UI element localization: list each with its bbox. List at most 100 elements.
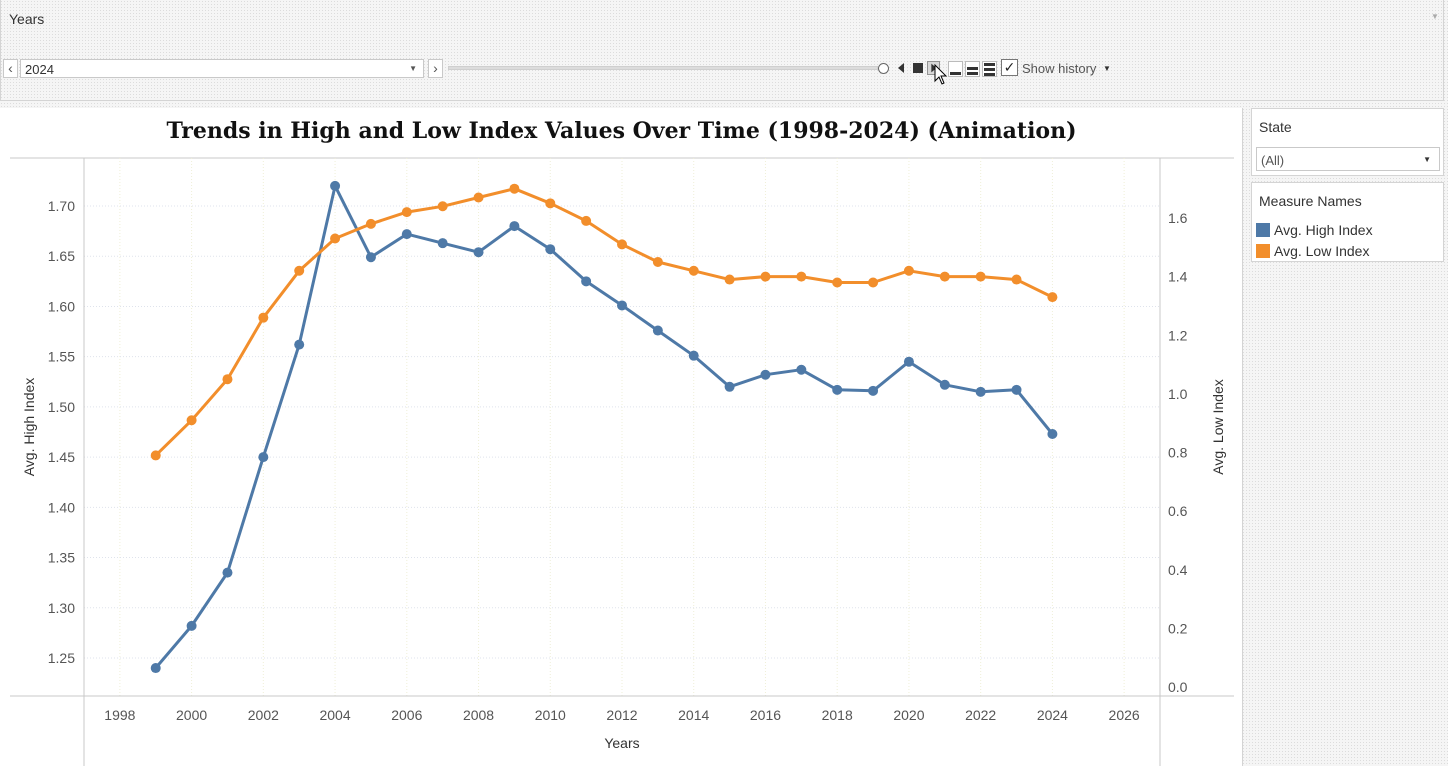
show-history-dropdown-icon[interactable]: ▼ xyxy=(1103,64,1111,73)
play-backward-icon[interactable] xyxy=(895,61,908,75)
y-left-tick-label: 1.45 xyxy=(48,449,75,465)
data-point-high xyxy=(581,276,592,287)
data-point-low xyxy=(832,277,843,288)
legend-swatch-high xyxy=(1256,223,1270,237)
legend-card: Measure Names Avg. High Index Avg. Low I… xyxy=(1251,182,1444,262)
x-tick-label: 2002 xyxy=(248,707,279,723)
year-select[interactable]: 2024 ▼ xyxy=(20,59,424,78)
data-point-low xyxy=(258,312,269,323)
pages-shelf-title: Years xyxy=(9,11,45,27)
checkmark-icon: ✓ xyxy=(1003,59,1016,75)
x-tick-label: 1998 xyxy=(104,707,135,723)
y-right-tick-label: 0.6 xyxy=(1168,503,1188,519)
data-point-low xyxy=(652,256,663,267)
data-point-high xyxy=(724,381,735,392)
pages-shelf: Years ▼ xyxy=(0,0,1444,101)
series-line-high xyxy=(154,184,1054,669)
x-tick-label: 2024 xyxy=(1037,707,1068,723)
data-point-high xyxy=(832,384,843,395)
data-point-low xyxy=(975,271,986,282)
state-filter-value: (All) xyxy=(1261,153,1285,168)
show-history-checkbox[interactable]: ✓ xyxy=(1001,59,1018,76)
year-select-value: 2024 xyxy=(25,62,54,77)
previous-page-button[interactable]: ‹ xyxy=(3,59,18,78)
x-tick-label: 2018 xyxy=(822,707,853,723)
collapse-caret-icon[interactable]: ▼ xyxy=(1431,12,1439,21)
data-point-low xyxy=(1047,292,1058,303)
y-left-tick-label: 1.25 xyxy=(48,650,75,666)
show-history-label[interactable]: Show history xyxy=(1022,61,1097,76)
x-tick-label: 2000 xyxy=(176,707,207,723)
chart-title: Trends in High and Low Index Values Over… xyxy=(166,118,1077,144)
speed-slow-icon[interactable] xyxy=(948,61,963,77)
data-point-high xyxy=(545,244,556,255)
cursor-icon xyxy=(934,64,948,85)
y-left-tick-label: 1.50 xyxy=(48,399,75,415)
y-left-tick-label: 1.70 xyxy=(48,198,75,214)
legend-swatch-low xyxy=(1256,244,1270,258)
series-line-low xyxy=(154,187,1054,457)
x-tick-label: 2016 xyxy=(750,707,781,723)
data-point-low xyxy=(617,239,627,250)
x-tick-label: 2008 xyxy=(463,707,494,723)
data-point-high xyxy=(222,567,233,578)
data-point-high xyxy=(1011,384,1022,395)
y-right-axis-title: Avg. Low Index xyxy=(1210,379,1226,474)
x-tick-label: 2006 xyxy=(391,707,422,723)
y-right-tick-label: 1.6 xyxy=(1168,210,1188,226)
state-filter-title: State xyxy=(1259,119,1292,135)
data-point-low xyxy=(796,271,807,282)
stop-icon[interactable] xyxy=(911,61,924,75)
data-point-low xyxy=(868,277,879,288)
data-point-high xyxy=(186,620,197,631)
data-point-high xyxy=(688,350,699,361)
speed-medium-icon[interactable] xyxy=(965,61,980,77)
data-point-high xyxy=(473,247,484,258)
state-filter-select[interactable]: (All) ▼ xyxy=(1256,147,1440,171)
data-point-low xyxy=(903,265,914,276)
data-point-high xyxy=(330,180,341,191)
y-right-tick-label: 0.0 xyxy=(1168,679,1188,695)
data-point-low xyxy=(760,271,771,282)
chevron-right-icon: › xyxy=(433,60,438,76)
data-point-high xyxy=(760,369,771,380)
data-point-low xyxy=(294,265,305,276)
line-chart: 1998 2000 2002 2004 2006 2008 2010 2012 2014 2016… xyxy=(10,157,1234,766)
dropdown-caret-icon: ▼ xyxy=(1423,155,1431,164)
speed-fast-icon[interactable] xyxy=(982,61,997,77)
page-slider-thumb[interactable] xyxy=(878,63,889,74)
data-point-low xyxy=(473,192,484,203)
chart-panel: 1998 2000 2002 2004 2006 2008 2010 2012 2014 2016… xyxy=(0,108,1243,766)
y-left-tick-label: 1.60 xyxy=(48,298,75,314)
data-point-high xyxy=(903,356,914,367)
data-point-high xyxy=(652,325,663,336)
data-point-low xyxy=(186,415,197,426)
data-point-low xyxy=(688,265,699,276)
data-point-high xyxy=(294,339,305,350)
data-point-low xyxy=(509,183,520,194)
y-left-tick-label: 1.40 xyxy=(48,499,75,515)
data-point-high xyxy=(1047,429,1058,440)
y-left-tick-label: 1.35 xyxy=(48,550,75,566)
next-page-button[interactable]: › xyxy=(428,59,443,78)
data-point-high xyxy=(868,385,879,396)
chevron-left-icon: ‹ xyxy=(8,60,13,76)
y-right-tick-label: 0.4 xyxy=(1168,562,1188,578)
x-tick-label: 2026 xyxy=(1109,707,1140,723)
data-point-low xyxy=(330,233,341,244)
data-point-high xyxy=(796,364,807,375)
x-tick-label: 2004 xyxy=(319,707,350,723)
y-right-tick-label: 0.8 xyxy=(1168,445,1188,461)
y-left-tick-label: 1.55 xyxy=(48,349,75,365)
y-left-tick-label: 1.65 xyxy=(48,248,75,264)
data-point-low xyxy=(1011,274,1022,285)
x-axis-title: Years xyxy=(604,735,639,751)
data-point-high xyxy=(975,386,986,397)
y-left-axis-title: Avg. High Index xyxy=(21,378,37,477)
page-slider-track[interactable] xyxy=(448,66,878,70)
data-point-low xyxy=(581,215,592,226)
dropdown-caret-icon: ▼ xyxy=(409,64,417,73)
data-point-low xyxy=(150,450,161,461)
data-point-high xyxy=(509,221,520,232)
state-filter-card: State (All) ▼ xyxy=(1251,108,1444,176)
